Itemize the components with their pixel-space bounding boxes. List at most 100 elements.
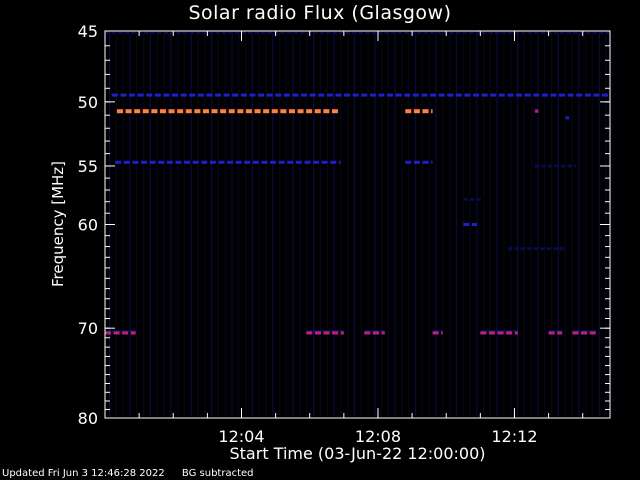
emission-segment: [404, 93, 411, 97]
emission-segment: [405, 160, 412, 164]
emission-segment: [524, 93, 531, 97]
noise-streak: [537, 33, 539, 416]
noise-streak: [415, 33, 417, 416]
emission-segment: [482, 30, 487, 34]
emission-segment: [263, 109, 270, 114]
noise-streak: [333, 33, 335, 416]
noise-streak: [428, 33, 430, 416]
emission-segment: [116, 109, 123, 114]
emission-segment: [540, 30, 546, 34]
emission-segment: [430, 93, 437, 97]
emission-segment: [274, 30, 279, 34]
emission-segment: [254, 30, 260, 34]
emission-segment: [581, 331, 588, 335]
emission-segment: [170, 30, 175, 34]
emission-marks: [105, 30, 614, 416]
emission-segment: [202, 109, 209, 114]
emission-segment: [476, 197, 481, 201]
y-tick-label: 55: [78, 157, 98, 176]
noise-streak: [292, 33, 294, 416]
emission-segment: [514, 247, 519, 251]
emission-halo: [364, 330, 385, 332]
emission-segment: [227, 160, 234, 164]
emission-segment: [134, 109, 141, 114]
noise-streak: [115, 33, 117, 416]
emission-segment: [404, 30, 409, 34]
emission-segment: [258, 93, 265, 97]
emission-segment: [455, 93, 462, 97]
emission-segment: [177, 109, 184, 114]
noise-streak: [530, 33, 532, 416]
emission-segment: [228, 109, 235, 114]
emission-segment: [220, 109, 227, 114]
emission-segment: [527, 247, 532, 251]
noise-streak: [183, 33, 185, 416]
noise-streak: [279, 33, 281, 416]
emission-segment: [413, 109, 420, 114]
emission-segment: [309, 93, 316, 97]
emission-segment: [166, 160, 173, 164]
emission-segment: [271, 109, 278, 114]
emission-segment: [471, 223, 477, 226]
emission-segment: [184, 160, 191, 164]
emission-segment: [584, 93, 591, 97]
emission-segment: [381, 331, 385, 335]
emission-segment: [421, 93, 428, 97]
emission-segment: [391, 30, 396, 34]
y-tick-label: 80: [78, 409, 98, 428]
emission-segment: [443, 30, 448, 34]
emission-segment: [130, 331, 136, 335]
emission-segment: [318, 93, 325, 97]
emission-segment: [405, 109, 412, 114]
noise-streak: [401, 33, 403, 416]
noise-streak: [374, 33, 376, 416]
emission-halo: [432, 330, 443, 332]
noise-streak: [319, 33, 321, 416]
y-axis-label: Frequency [MHz]: [49, 160, 67, 288]
emission-segment: [150, 30, 156, 34]
emission-segment: [314, 331, 321, 335]
emission-segment: [498, 93, 505, 97]
emission-segment: [330, 160, 337, 164]
noise-streak: [469, 33, 471, 416]
emission-segment: [295, 160, 302, 164]
emission-segment: [115, 160, 122, 164]
emission-segment: [507, 247, 513, 251]
emission-segment: [189, 93, 196, 97]
noise-streak: [503, 33, 505, 416]
emission-halo: [480, 330, 518, 332]
emission-segment: [534, 109, 539, 113]
emission-segment: [319, 30, 325, 34]
emission-segment: [292, 93, 299, 97]
emission-segment: [534, 164, 540, 168]
emission-segment: [235, 30, 240, 34]
emission-segment: [131, 30, 136, 34]
emission-segment: [572, 331, 579, 335]
emission-segment: [254, 109, 261, 114]
emission-segment: [288, 109, 295, 114]
emission-segment: [352, 30, 357, 34]
emission-segment: [593, 93, 600, 97]
noise-streak: [122, 33, 124, 416]
emission-segment: [159, 109, 166, 114]
emission-segment: [395, 93, 402, 97]
emission-segment: [287, 160, 294, 164]
emission-segment: [149, 160, 156, 164]
emission-segment: [211, 109, 218, 114]
emission-halo: [548, 330, 563, 332]
axes: 45 50 55 60 70 80 12:04 12:08 12:12: [78, 22, 611, 446]
emission-segment: [113, 331, 120, 335]
noise-streak: [462, 33, 464, 416]
emission-segment: [361, 93, 368, 97]
emission-segment: [592, 30, 598, 34]
noise-streak: [238, 33, 240, 416]
emission-segment: [122, 331, 129, 335]
emission-segment: [111, 30, 117, 34]
emission-segment: [142, 109, 149, 114]
emission-segment: [559, 247, 565, 251]
emission-segment: [534, 30, 539, 34]
emission-segment: [137, 93, 144, 97]
noise-streak: [313, 33, 315, 416]
emission-segment: [241, 30, 247, 34]
emission-segment: [105, 30, 110, 34]
